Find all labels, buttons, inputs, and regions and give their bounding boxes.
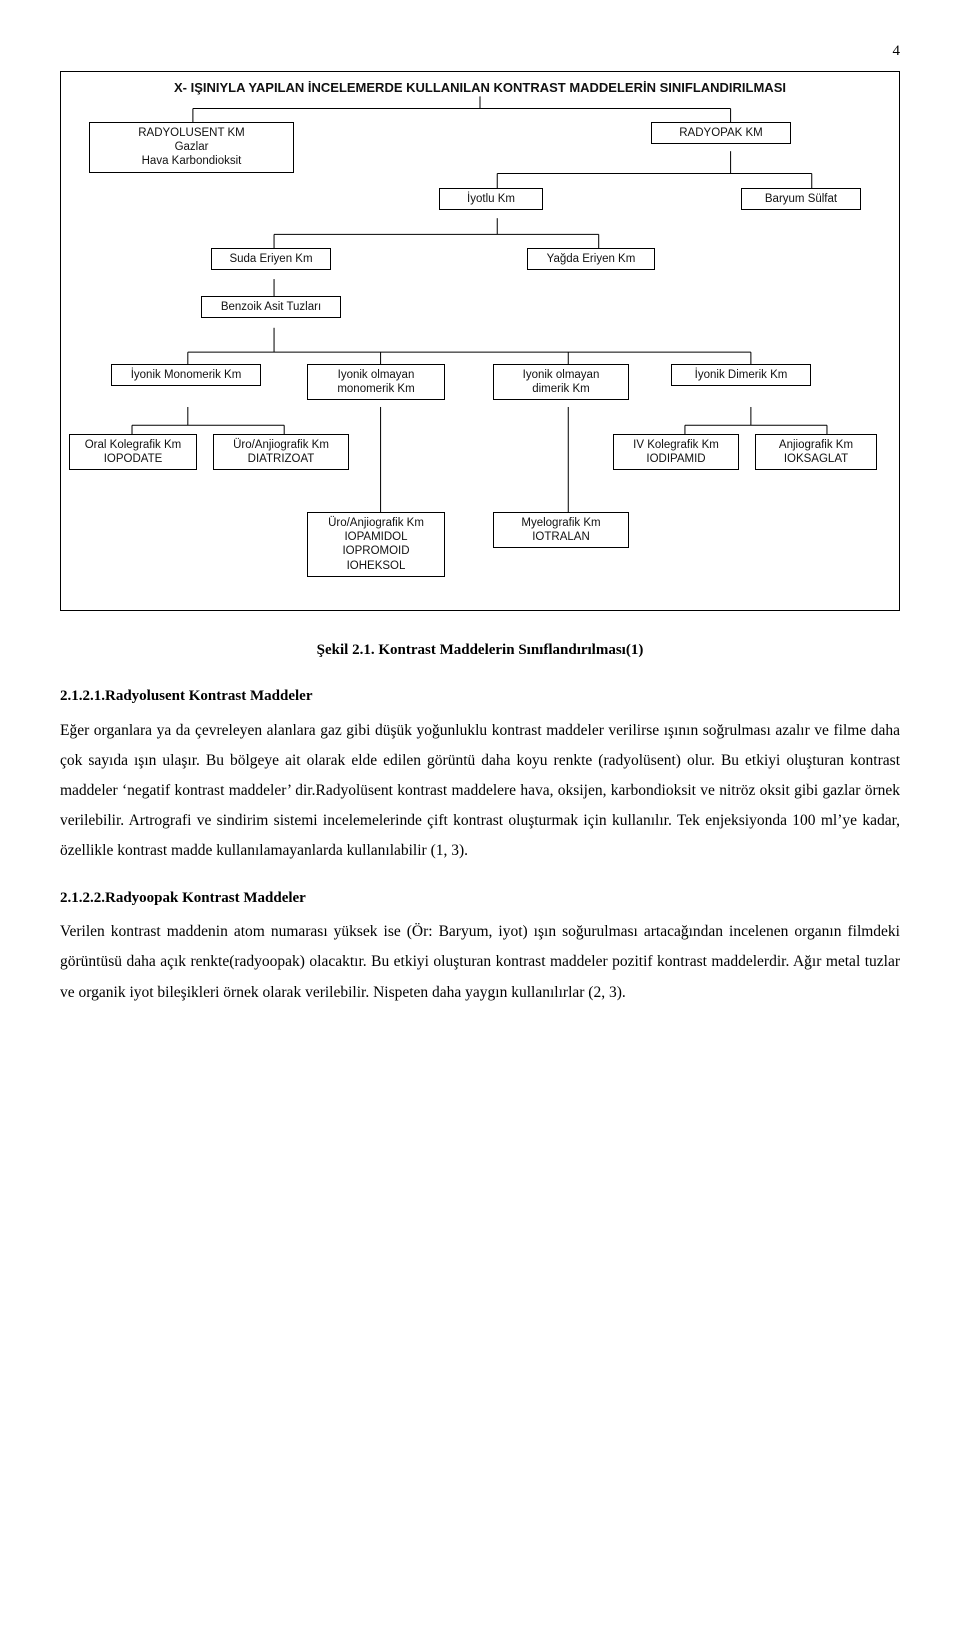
node-iv-kolegrafik: IV Kolegrafik KmIODIPAMID <box>613 434 739 471</box>
node-yagda-eriyen: Yağda Eriyen Km <box>527 248 655 270</box>
node-iyonik-monomerik: İyonik Monomerik Km <box>111 364 261 386</box>
page-number: 4 <box>60 40 900 63</box>
paragraph-radyoopak: Verilen kontrast maddenin atom numarası … <box>60 917 900 1008</box>
heading-radyolusent: 2.1.2.1.Radyolusent Kontrast Maddeler <box>60 685 900 708</box>
diagram-title: X- IŞINIYLA YAPILAN İNCELEMERDE KULLANIL… <box>67 78 893 98</box>
node-iyonik-olmayan-dimerik: Iyonik olmayandimerik Km <box>493 364 629 401</box>
node-suda-eriyen: Suda Eriyen Km <box>211 248 331 270</box>
node-baryum-sulfat: Baryum Sülfat <box>741 188 861 210</box>
node-benzoik-asit: Benzoik Asit Tuzları <box>201 296 341 318</box>
node-radyopak-km: RADYOPAK KM <box>651 122 791 144</box>
node-iyotlu-km: İyotlu Km <box>439 188 543 210</box>
node-uro-anjiografik-diatrizoat: Üro/Anjiografik KmDIATRIZOAT <box>213 434 349 471</box>
figure-caption: Şekil 2.1. Kontrast Maddelerin Sınıfland… <box>60 639 900 662</box>
node-uro-anjiografik-iopamidol: Üro/Anjiografik KmIOPAMIDOLIOPROMOIDIOHE… <box>307 512 445 578</box>
paragraph-radyolusent: Eğer organlara ya da çevreleyen alanlara… <box>60 716 900 867</box>
node-radyolusent-km: RADYOLUSENT KMGazlarHava Karbondioksit <box>89 122 294 173</box>
node-anjiografik-ioksaglat: Anjiografik KmIOKSAGLAT <box>755 434 877 471</box>
node-oral-kolegrafik: Oral Kolegrafik KmIOPODATE <box>69 434 197 471</box>
heading-radyoopak: 2.1.2.2.Radyoopak Kontrast Maddeler <box>60 887 900 910</box>
node-iyonik-olmayan-monomerik: Iyonik olmayanmonomerik Km <box>307 364 445 401</box>
node-myelografik-iotralan: Myelografik KmIOTRALAN <box>493 512 629 549</box>
node-iyonik-dimerik: İyonik Dimerik Km <box>671 364 811 386</box>
classification-diagram: X- IŞINIYLA YAPILAN İNCELEMERDE KULLANIL… <box>60 71 900 611</box>
